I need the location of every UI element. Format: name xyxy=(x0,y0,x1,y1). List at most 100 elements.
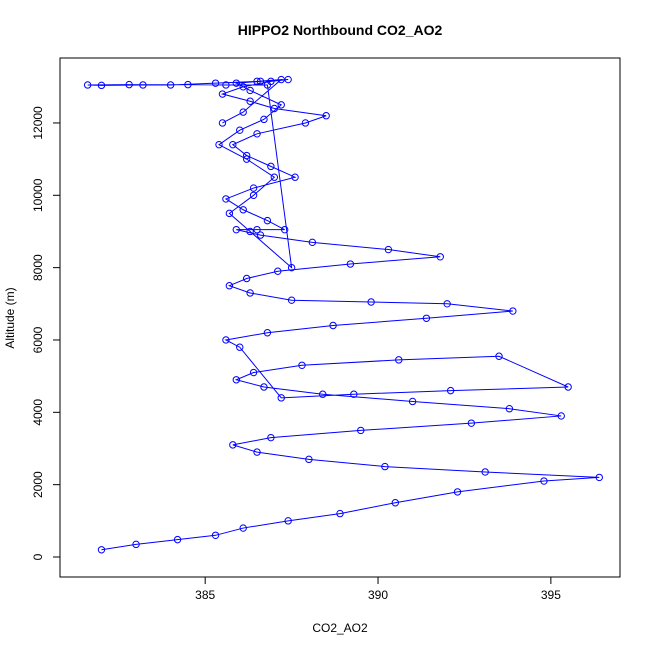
point xyxy=(253,448,261,456)
series-line xyxy=(87,78,600,551)
point xyxy=(211,79,220,87)
point xyxy=(132,540,140,549)
point xyxy=(222,336,230,344)
x-tick-label: 385 xyxy=(195,588,215,602)
point xyxy=(173,535,182,544)
point xyxy=(256,231,265,239)
point xyxy=(249,191,258,200)
point xyxy=(83,81,92,89)
point xyxy=(218,90,227,98)
y-tick-label: 6000 xyxy=(31,326,45,353)
point xyxy=(260,383,268,391)
point xyxy=(308,238,317,247)
point xyxy=(218,119,227,127)
point xyxy=(242,274,251,283)
point xyxy=(249,184,258,192)
point xyxy=(97,546,106,554)
point xyxy=(229,441,237,449)
point xyxy=(166,81,175,89)
point xyxy=(236,126,244,134)
y-tick-label: 2000 xyxy=(31,471,45,498)
point xyxy=(253,130,261,138)
point xyxy=(495,352,503,360)
point xyxy=(239,524,247,532)
point xyxy=(284,75,292,84)
point xyxy=(242,151,251,160)
y-tick-label: 10000 xyxy=(31,178,45,212)
point xyxy=(287,263,296,272)
point xyxy=(184,80,192,89)
x-tick-label: 395 xyxy=(541,588,561,602)
point xyxy=(225,282,234,290)
point xyxy=(408,397,417,406)
point xyxy=(595,473,603,482)
point xyxy=(391,499,400,507)
point xyxy=(239,206,247,214)
point xyxy=(395,356,403,364)
y-tick-label: 4000 xyxy=(31,399,45,426)
point xyxy=(246,289,254,297)
point xyxy=(260,115,268,124)
point xyxy=(509,307,517,315)
point xyxy=(232,376,240,384)
point xyxy=(222,81,230,89)
point xyxy=(291,173,299,181)
plot-frame xyxy=(59,57,621,578)
point xyxy=(229,140,237,149)
point xyxy=(322,112,330,120)
point xyxy=(125,80,133,89)
point xyxy=(270,173,279,181)
point xyxy=(246,86,254,95)
point xyxy=(467,419,476,427)
point xyxy=(280,225,289,234)
point xyxy=(232,225,240,234)
point xyxy=(263,329,272,337)
point xyxy=(232,79,240,87)
point xyxy=(263,216,272,225)
y-tick-label: 8000 xyxy=(31,254,45,281)
point xyxy=(236,343,244,351)
point xyxy=(97,81,106,90)
point xyxy=(367,298,375,306)
point xyxy=(305,455,313,464)
point xyxy=(270,104,279,113)
point xyxy=(253,225,261,234)
point xyxy=(242,155,251,163)
y-tick-label: 0 xyxy=(31,553,45,560)
point xyxy=(225,209,234,218)
point xyxy=(246,97,254,105)
point xyxy=(540,477,548,485)
point xyxy=(336,509,344,518)
point xyxy=(277,75,285,84)
point xyxy=(384,245,393,254)
point xyxy=(277,101,285,109)
point xyxy=(256,77,265,86)
point xyxy=(253,77,261,86)
point xyxy=(211,531,220,539)
point xyxy=(215,140,223,149)
chart-title: HIPPO2 Northbound CO2_AO2 xyxy=(238,22,443,38)
point xyxy=(249,368,258,377)
point xyxy=(329,321,337,330)
point xyxy=(446,386,455,395)
point xyxy=(381,462,389,471)
point xyxy=(277,394,285,402)
point xyxy=(239,83,247,91)
point xyxy=(422,314,431,322)
point xyxy=(346,260,355,268)
point xyxy=(453,488,462,496)
point xyxy=(274,267,282,275)
point xyxy=(436,253,444,261)
point xyxy=(239,108,247,116)
point xyxy=(564,383,572,391)
point xyxy=(267,162,275,171)
point xyxy=(481,468,489,476)
point xyxy=(319,390,327,398)
point xyxy=(505,405,514,413)
point xyxy=(284,517,292,525)
point xyxy=(357,426,365,435)
y-tick-label: 12000 xyxy=(31,106,45,140)
point xyxy=(222,195,230,203)
